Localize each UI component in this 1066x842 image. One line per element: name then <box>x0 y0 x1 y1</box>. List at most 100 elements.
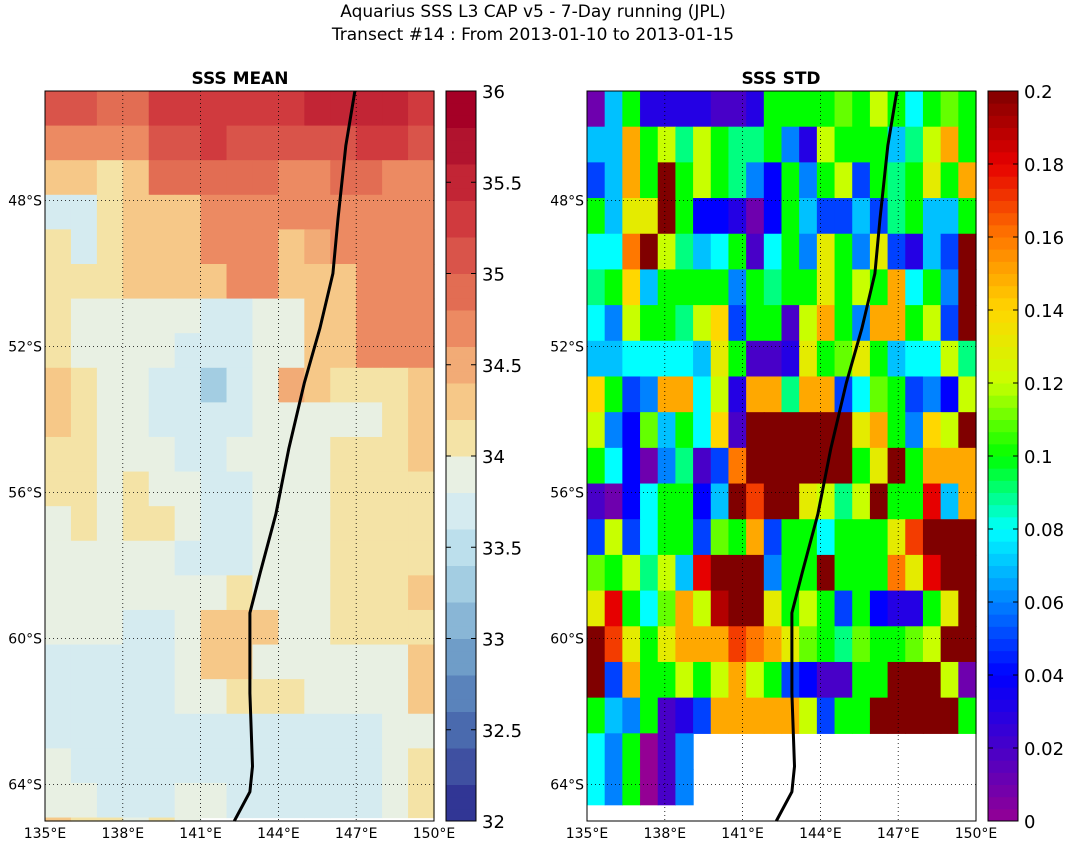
sss-mean-frame <box>44 90 435 822</box>
sss-mean-cell <box>408 506 435 542</box>
sss-std-cell <box>693 198 712 235</box>
sss-mean-cell <box>70 506 98 542</box>
sss-mean-cell <box>330 713 357 749</box>
sss-std-cell <box>834 305 853 342</box>
colorbar-segment <box>988 516 1018 530</box>
sss-mean-cell <box>122 644 150 680</box>
sss-std-cell <box>728 340 747 378</box>
sss-mean-cell <box>200 644 228 680</box>
colorbar-segment <box>988 407 1018 420</box>
sss-mean-cell <box>330 540 357 576</box>
sss-mean-cell <box>408 160 435 196</box>
sss-mean-cell <box>200 609 228 646</box>
sss-std-cell <box>622 447 641 485</box>
sss-std-cell <box>834 519 853 556</box>
sss-std-cell <box>728 519 747 556</box>
sss-std-cell <box>675 126 694 163</box>
colorbar-segment <box>988 760 1018 773</box>
sss-std-cell <box>852 269 871 306</box>
sss-std-cell <box>604 733 623 770</box>
colorbar-segment <box>446 383 476 396</box>
sss-mean-cell <box>304 540 331 576</box>
sss-std-cell <box>958 697 977 734</box>
sss-std-cell <box>587 91 606 128</box>
sss-std-cell <box>710 233 730 271</box>
colorbar-segment <box>446 322 476 335</box>
sss-mean-cell <box>122 679 150 715</box>
sss-mean-cell <box>148 91 176 127</box>
sss-std-cell <box>728 554 747 592</box>
colorbar-segment <box>446 772 476 785</box>
colorbar-segment <box>446 675 476 688</box>
sss-mean-cell <box>122 263 150 300</box>
sss-mean-cell <box>174 436 202 473</box>
colorbar-segment <box>988 577 1018 591</box>
sss-std-cell <box>746 447 765 485</box>
sss-std-cell <box>887 233 906 271</box>
sss-std-cell <box>604 447 623 485</box>
sss-std-cell <box>587 340 606 378</box>
sss-std-cell <box>728 269 747 306</box>
sss-mean-cell <box>45 160 72 196</box>
sss-mean-cell <box>96 402 124 438</box>
sss-std-cell <box>763 661 783 699</box>
sss-mean-cell <box>304 644 331 680</box>
sss-std-cell <box>746 269 765 306</box>
sss-mean-cell <box>356 471 383 507</box>
sss-std-cell <box>834 554 853 592</box>
sss-std-cell <box>816 198 836 235</box>
sss-mean-cell <box>45 436 72 473</box>
sss-mean-cell <box>96 575 124 611</box>
sss-mean-cell <box>148 782 176 819</box>
sss-mean-cell <box>278 125 305 161</box>
sss-mean-cell <box>304 748 331 784</box>
sss-mean-cell <box>45 748 72 784</box>
sss-std-cell <box>905 697 924 734</box>
y-tick-label: 64°S <box>8 778 42 794</box>
colorbar-segment <box>988 383 1018 396</box>
sss-std-cell <box>657 661 677 699</box>
sss-mean-cell <box>148 298 176 334</box>
sss-std-cell <box>887 126 906 163</box>
sss-mean-cell <box>96 609 124 646</box>
sss-mean-cell <box>252 298 279 334</box>
colorbar-tick-label: 0.04 <box>1024 666 1064 687</box>
sss-std-cell <box>922 483 942 520</box>
sss-mean-cell <box>382 471 409 507</box>
sss-mean-y-ticks: 48°S 52°S 56°S 60°S 64°S <box>8 194 42 794</box>
sss-std-cell <box>887 626 906 663</box>
sss-std-cell <box>799 340 818 378</box>
sss-std-cell <box>763 554 783 592</box>
sss-std-cell <box>675 269 694 306</box>
sss-std-cell <box>763 198 783 235</box>
sss-std-transect-track <box>774 90 899 822</box>
sss-std-cell <box>781 697 800 734</box>
colorbar-segment <box>988 103 1018 116</box>
sss-mean-gridlines <box>45 91 434 821</box>
sss-std-cell <box>922 162 942 199</box>
colorbar-tick-label: 33.5 <box>482 538 522 559</box>
sss-std-cell <box>675 198 694 235</box>
colorbar-segment <box>988 541 1018 554</box>
sss-std-x-ticks: 135°E 138°E 141°E 144°E 147°E 150°E <box>566 826 998 842</box>
sss-std-cell <box>693 447 712 485</box>
sss-std-cell <box>905 269 924 306</box>
sss-std-cells <box>587 91 977 806</box>
sss-std-cell <box>675 483 694 520</box>
sss-mean-cell <box>278 644 305 680</box>
sss-mean-cell <box>174 713 202 749</box>
sss-std-cell <box>887 412 906 449</box>
sss-std-cell <box>622 376 641 413</box>
sss-mean-cell <box>96 263 124 300</box>
sss-std-cell <box>905 126 924 163</box>
sss-mean-cell <box>45 540 72 576</box>
sss-std-cell <box>640 340 659 378</box>
sss-std-cell <box>834 661 853 699</box>
sss-mean-cell <box>70 436 98 473</box>
colorbar-segment <box>446 650 476 664</box>
colorbar-segment <box>446 127 476 141</box>
sss-std-cell <box>604 269 623 306</box>
sss-mean-cell <box>96 713 124 749</box>
sss-mean-cell <box>278 298 305 334</box>
sss-std-cell <box>887 661 906 699</box>
